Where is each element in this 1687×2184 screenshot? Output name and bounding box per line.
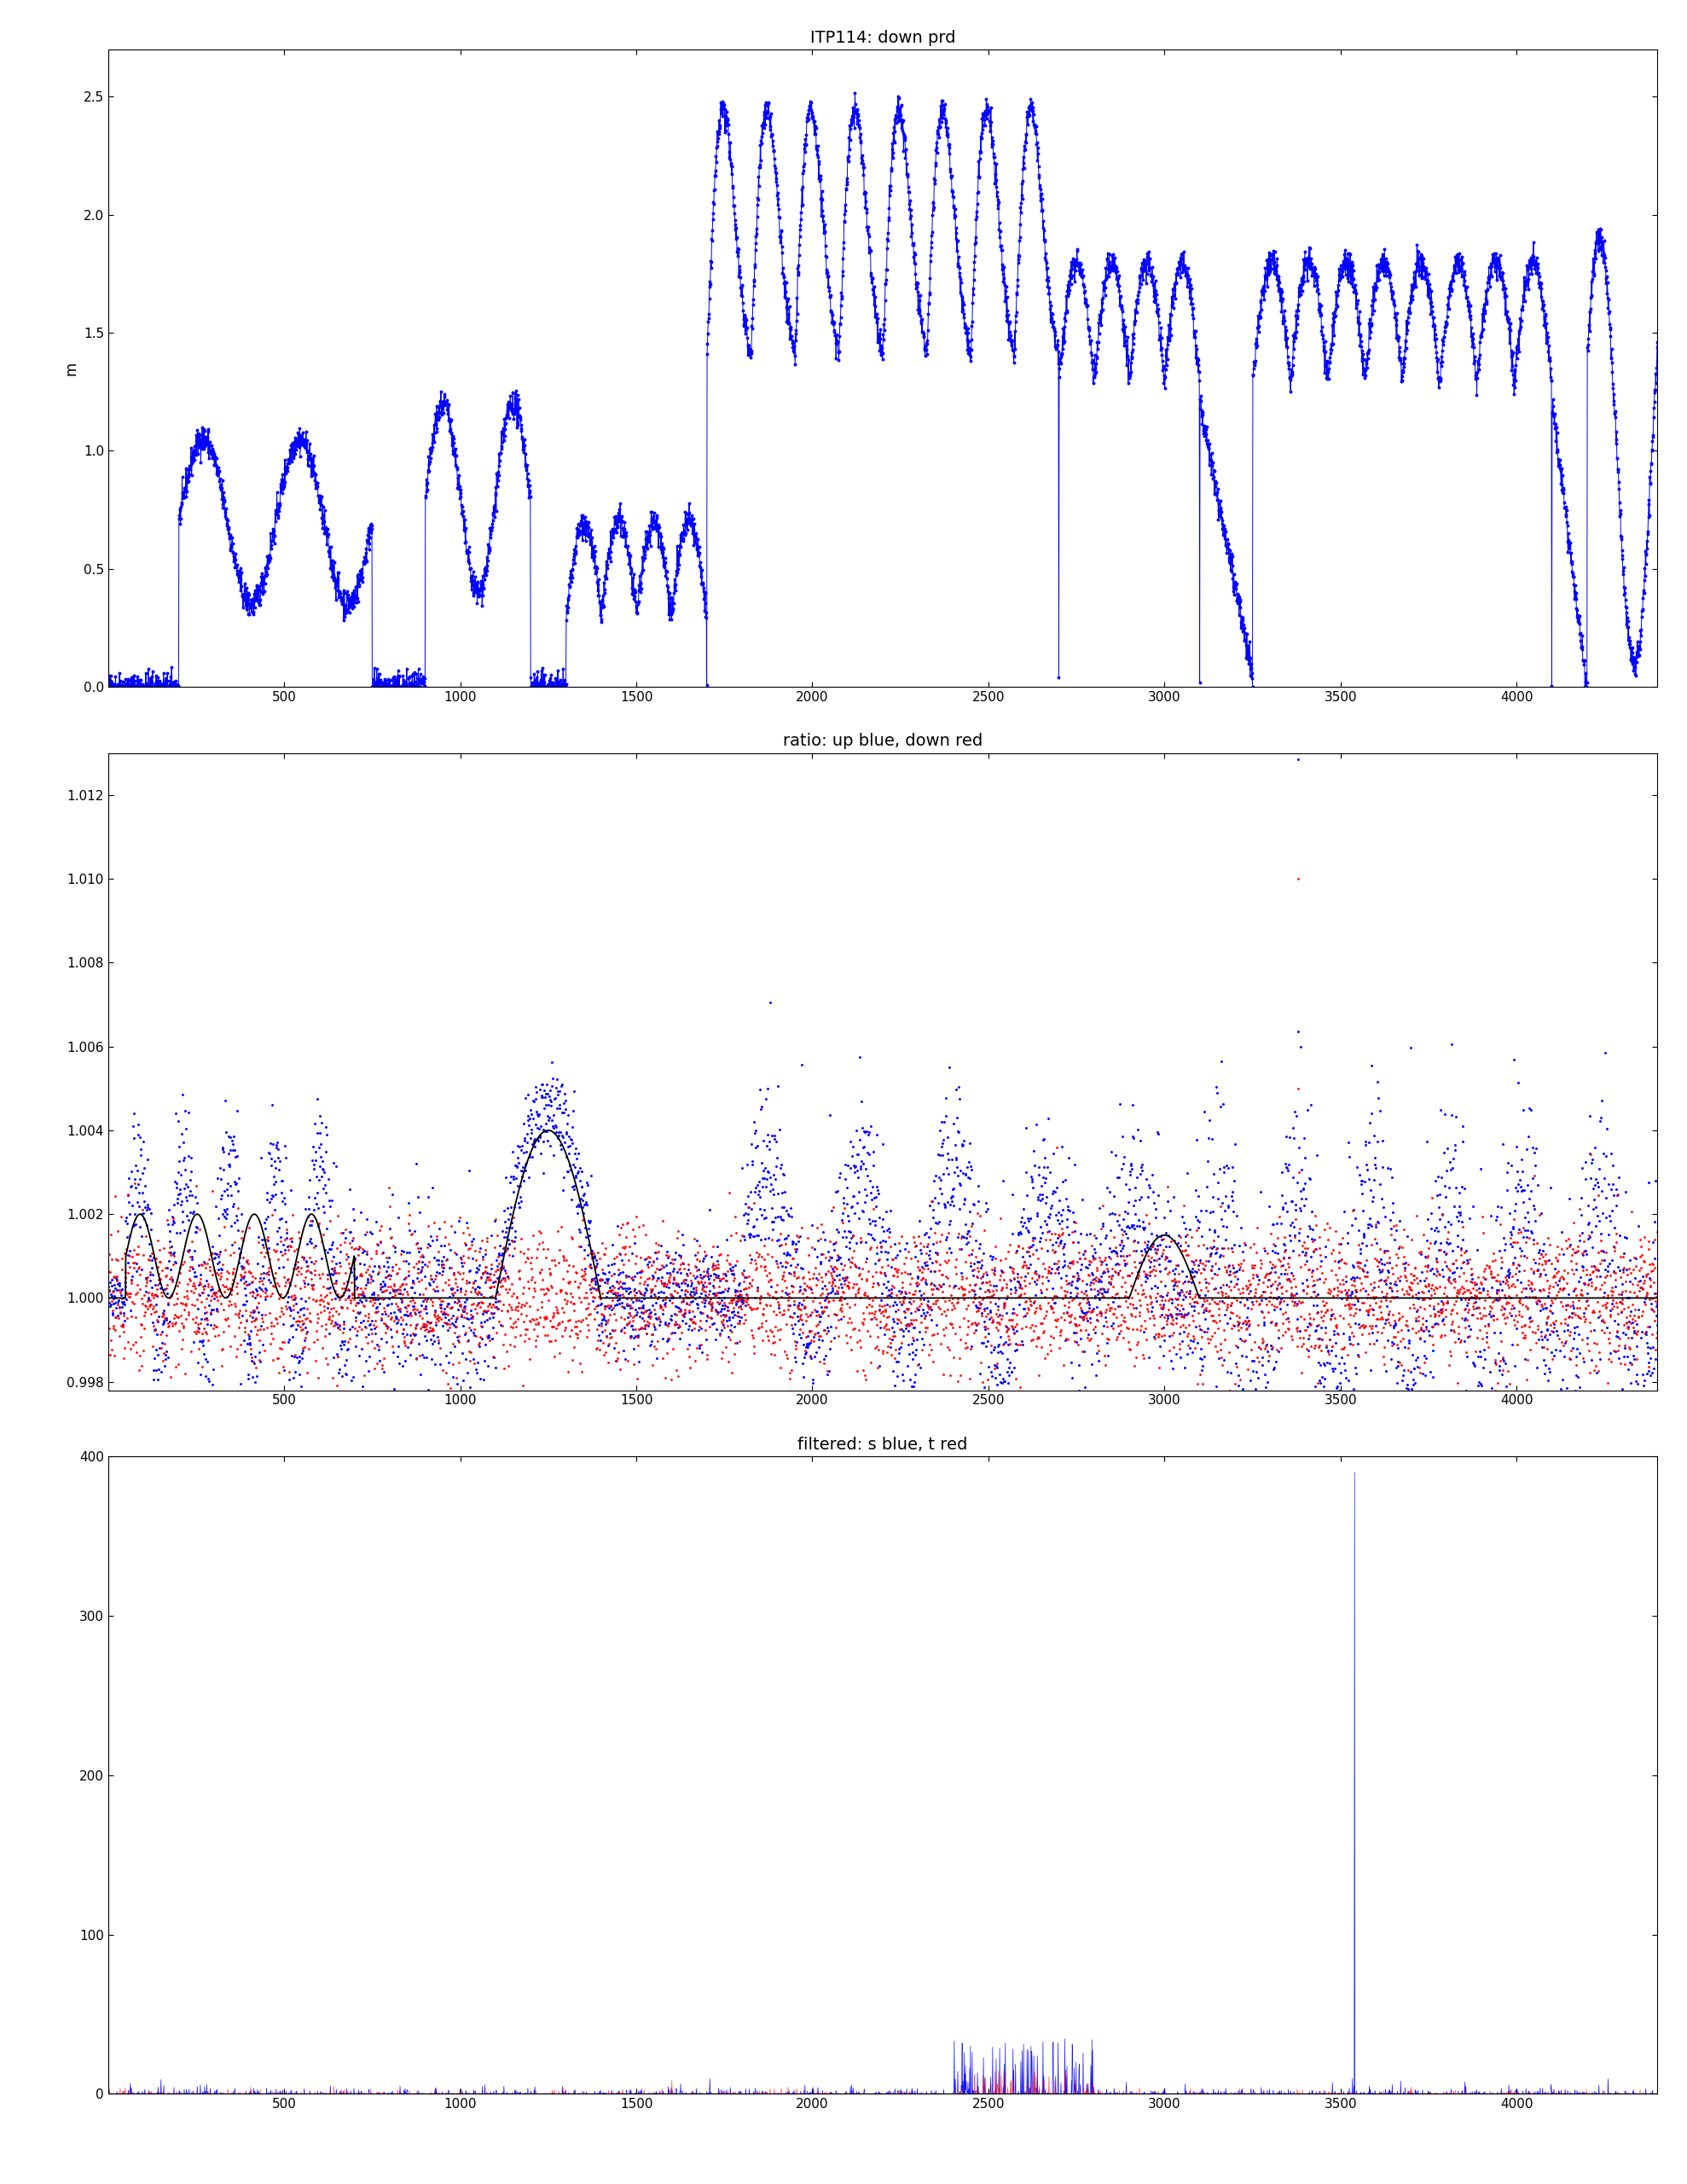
Title: filtered: s blue, t red: filtered: s blue, t red	[798, 1437, 968, 1452]
Y-axis label: m: m	[64, 360, 79, 376]
Title: ITP114: down prd: ITP114: down prd	[810, 31, 955, 46]
Title: ratio: up blue, down red: ratio: up blue, down red	[783, 734, 982, 749]
